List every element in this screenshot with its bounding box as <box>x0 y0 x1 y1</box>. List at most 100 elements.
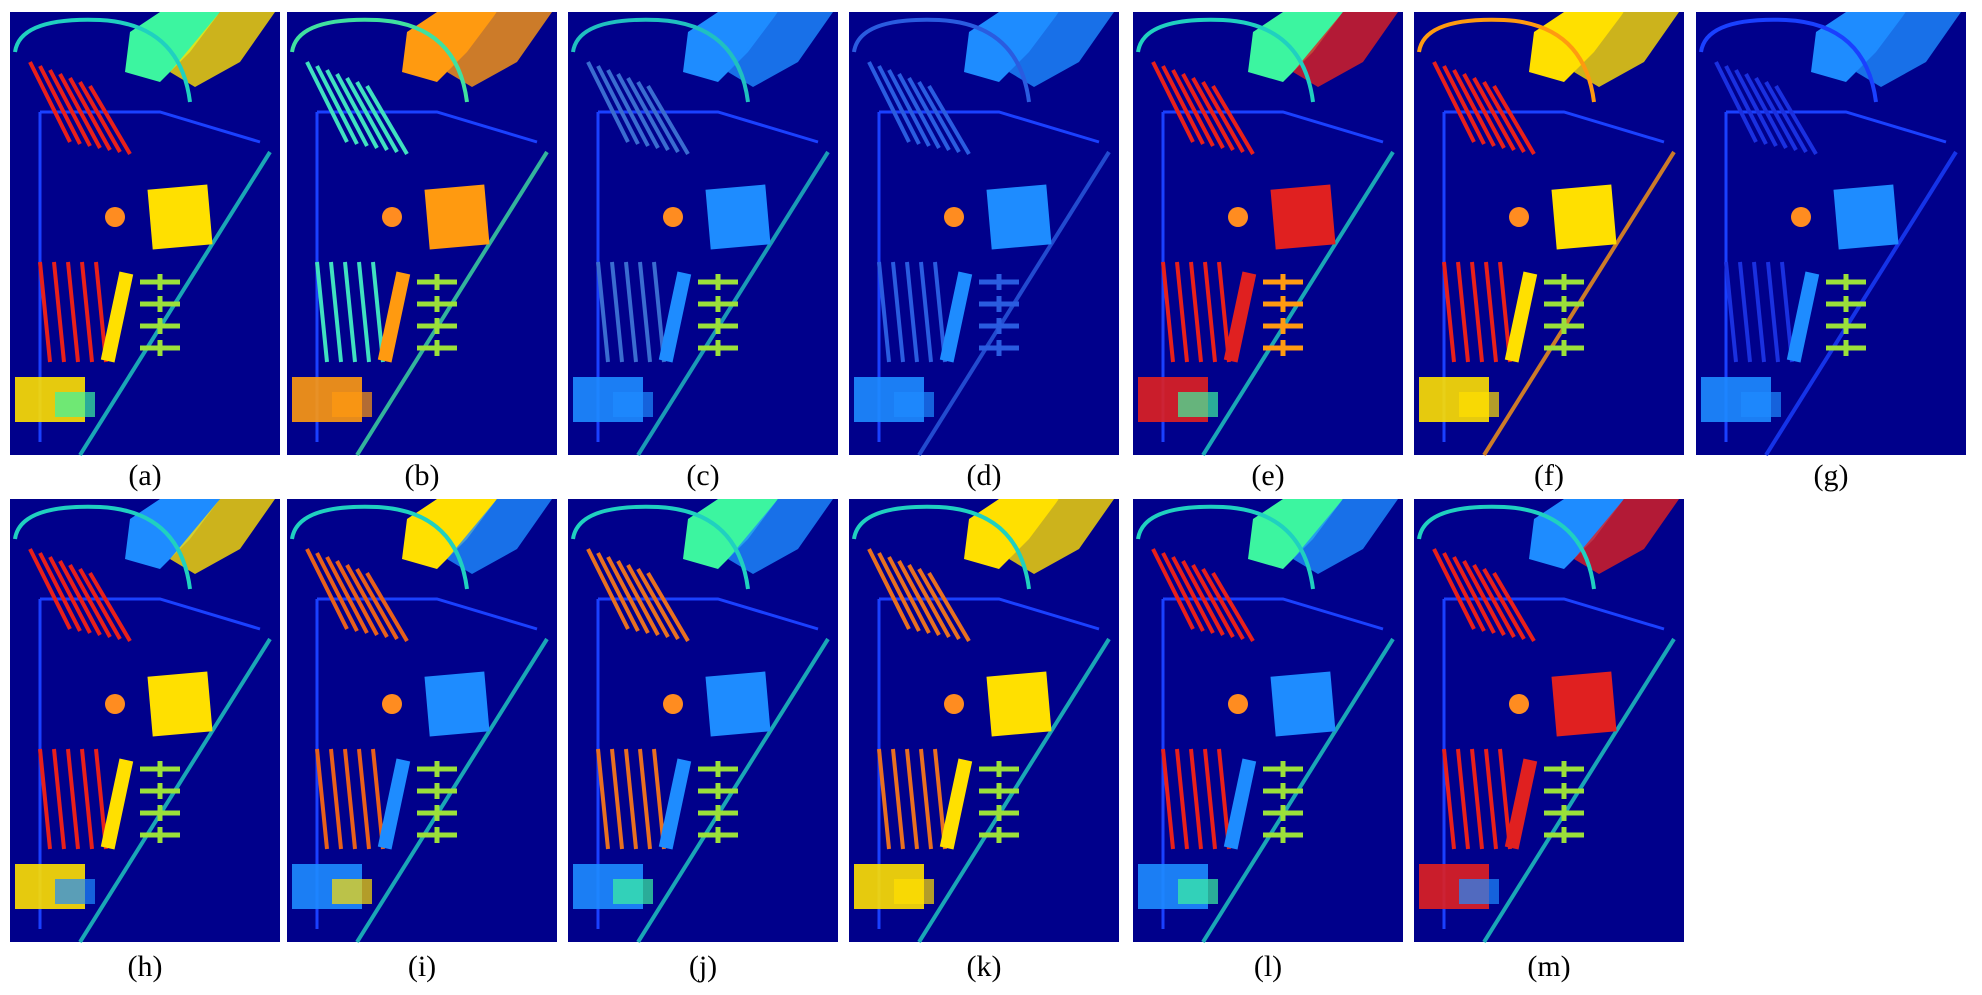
field-2 <box>447 12 552 87</box>
panel-label: (b) <box>405 459 440 492</box>
trees <box>417 296 457 312</box>
trees <box>417 783 457 799</box>
row-field <box>329 748 343 850</box>
trees <box>1263 296 1303 312</box>
long-field <box>939 758 973 850</box>
arch-road <box>13 17 192 103</box>
row-field <box>66 261 80 363</box>
stripe <box>596 65 640 145</box>
round-building <box>1228 694 1248 714</box>
stripe <box>1452 69 1496 147</box>
lot-2 <box>1741 392 1781 417</box>
row-field <box>52 261 66 363</box>
field <box>1529 499 1624 569</box>
stripe <box>1764 81 1808 153</box>
building <box>424 671 490 737</box>
stripe <box>616 73 660 149</box>
panel-label: (k) <box>967 950 1002 983</box>
stripe <box>325 69 369 147</box>
stripe <box>636 568 680 640</box>
field <box>1529 12 1624 82</box>
long-field <box>658 271 692 363</box>
trees <box>140 274 180 290</box>
trees <box>417 274 457 290</box>
classification-map <box>568 499 838 944</box>
classification-map <box>10 499 280 944</box>
stripe <box>1151 61 1195 143</box>
classification-map <box>1133 499 1403 944</box>
building <box>1833 184 1899 250</box>
trees <box>1544 340 1584 356</box>
stripe <box>58 73 102 149</box>
stripe <box>897 560 941 636</box>
stripe <box>606 556 650 634</box>
panel-label: (i) <box>408 950 436 983</box>
field-2 <box>170 499 275 574</box>
field-2 <box>1009 499 1114 574</box>
stripe <box>48 69 92 147</box>
trees <box>417 805 457 821</box>
trees <box>140 318 180 334</box>
trees <box>979 761 1019 777</box>
trees <box>417 318 457 334</box>
round-building <box>382 207 402 227</box>
row-field <box>1766 261 1780 363</box>
row-field <box>638 261 652 363</box>
panel-label: (m) <box>1527 950 1570 983</box>
row-field <box>1442 261 1456 363</box>
field-2 <box>1574 12 1679 87</box>
stripe <box>345 77 389 151</box>
trees <box>1826 318 1866 334</box>
trees <box>698 783 738 799</box>
stripe <box>907 77 951 151</box>
trees <box>979 827 1019 843</box>
stripe <box>38 65 82 145</box>
stripe <box>1191 77 1235 151</box>
building <box>1551 671 1617 737</box>
row-field <box>1442 748 1456 850</box>
panel-label: (f) <box>1534 459 1564 492</box>
trees <box>140 340 180 356</box>
stripe <box>1211 571 1255 643</box>
trees <box>1826 296 1866 312</box>
trees <box>698 805 738 821</box>
building <box>705 184 771 250</box>
round-building <box>1228 207 1248 227</box>
stripe <box>917 568 961 640</box>
lot-2 <box>1459 392 1499 417</box>
classification-map <box>849 12 1119 457</box>
trees <box>1544 805 1584 821</box>
stripe <box>1472 564 1516 638</box>
row-field <box>877 748 891 850</box>
trees <box>979 274 1019 290</box>
field-2 <box>1293 499 1398 574</box>
row-field <box>1161 748 1175 850</box>
arch-road <box>1417 17 1596 103</box>
stripe <box>907 564 951 638</box>
building <box>147 671 213 737</box>
stripe <box>867 548 911 630</box>
long-field <box>939 271 973 363</box>
panel-label: (l) <box>1254 950 1282 983</box>
long-field <box>377 271 411 363</box>
arch-road <box>1136 17 1315 103</box>
trees <box>1263 340 1303 356</box>
trees <box>417 761 457 777</box>
arch-road <box>852 17 1031 103</box>
trees <box>140 296 180 312</box>
row-field <box>919 261 933 363</box>
trees <box>1826 340 1866 356</box>
row-field <box>66 748 80 850</box>
row-field <box>905 261 919 363</box>
trees <box>140 761 180 777</box>
stripe <box>325 556 369 634</box>
trees <box>140 783 180 799</box>
trees <box>1263 318 1303 334</box>
long-field <box>1504 271 1538 363</box>
long-field <box>1223 758 1257 850</box>
stripe <box>1724 65 1768 145</box>
stripe <box>58 560 102 636</box>
stripe <box>1211 84 1255 156</box>
building <box>986 671 1052 737</box>
lot-2 <box>332 879 372 904</box>
